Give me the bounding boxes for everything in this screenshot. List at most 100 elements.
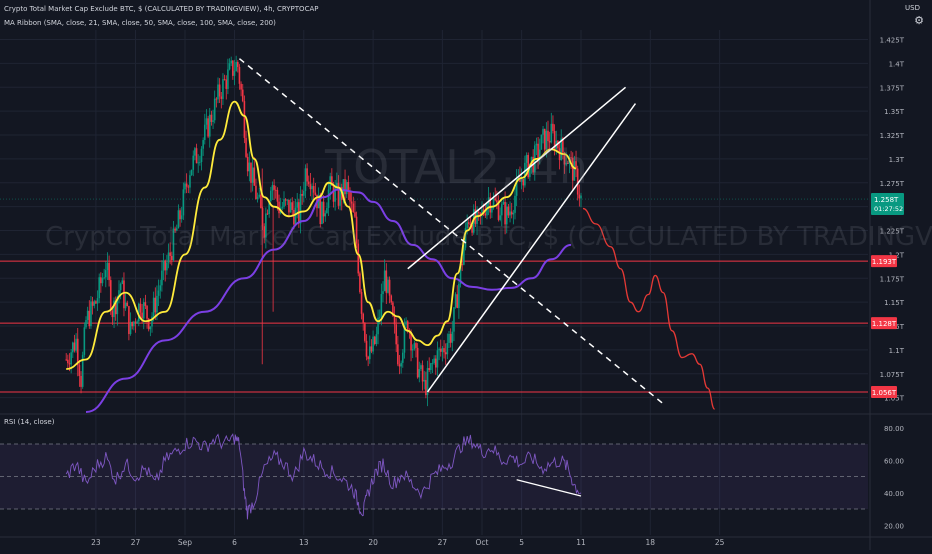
candle-body [425,380,427,396]
candle-body [418,369,421,378]
candle-body [436,350,439,368]
candle-body [278,201,280,214]
rsi-divergence-line [516,479,582,497]
price-label-countdown: 01:27:52 [874,205,903,213]
candle-body [210,114,213,122]
candle-body [218,84,221,97]
candle-body [116,296,119,315]
candle-body [421,365,424,382]
candle-body [413,343,416,349]
candle-body [449,333,452,343]
candle-body [223,79,226,81]
level-label-bg [871,385,897,398]
candle-body [456,294,459,308]
y-tick-label: 1.15T [884,299,905,307]
indicator-legend[interactable]: MA Ribbon (SMA, close, 21, SMA, close, 5… [4,19,276,27]
candle-body [294,207,297,225]
candle-body [416,347,419,378]
candle-body [157,290,160,296]
candle-body [139,303,142,313]
candle-body [251,167,254,183]
candle-body [550,123,553,143]
candle-body [276,190,279,202]
y-tick-label: 1.175T [880,275,905,283]
y-tick-label: 1.325T [880,132,905,140]
price-label-value: 1.258T [874,196,899,204]
candle-body [309,184,312,190]
candle-body [86,310,89,321]
candle-body [205,118,208,125]
candle-body [321,201,323,225]
candle-body [303,190,305,196]
gear-icon[interactable]: ⚙ [914,14,924,27]
candle-body [570,157,572,159]
y-tick-label: 1.275T [880,180,905,188]
candle-body [466,222,468,229]
candle-body [281,206,284,208]
candle-body [571,157,574,181]
candle-body [336,182,338,187]
candle-body [215,98,218,100]
candle-body [433,358,435,364]
candle-body [337,182,340,206]
x-tick-label: 18 [646,538,656,547]
candle-body [227,69,229,89]
candle-body [194,148,196,156]
candle-body [530,156,533,164]
candle-body [501,204,503,216]
candle-body [364,322,366,341]
candle-body [291,202,294,210]
candle-body [492,198,495,208]
candle-body [538,149,541,158]
candle-body [443,348,445,353]
candle-body [367,356,369,360]
candle-body [525,155,528,163]
candle-body [250,162,252,183]
candle-body [484,213,487,216]
candle-body [567,163,569,164]
candle-body [185,183,188,187]
candle-body [78,365,81,376]
candle-body [268,201,270,215]
candle-body [469,223,472,225]
candle-body [360,292,363,314]
candle-body [73,342,76,351]
candle-body [101,278,104,284]
candle-body [402,352,404,363]
candle-body [576,168,579,195]
projection-path [582,207,716,410]
candle-body [355,216,358,244]
candle-body [65,359,67,361]
candle-body [253,167,256,186]
y-tick-label: 1.375T [880,84,905,92]
candle-body [439,348,442,352]
chart-title: Crypto Total Market Cap Exclude BTC, $ (… [4,5,319,13]
candle-body [411,348,414,351]
y-tick-label: 1.05T [884,395,905,403]
candle-body [403,324,406,353]
candle-body [255,185,257,200]
y-tick-label: 1.3T [889,156,905,164]
x-tick-label: Oct [476,538,489,547]
candle-body [398,364,401,367]
candle-body [350,201,353,204]
candle-body [453,307,455,332]
candle-body [562,138,564,153]
candle-body [129,321,132,335]
candle-body [189,175,191,188]
candle-body [312,186,315,193]
candle-body [179,210,181,220]
candle-body [441,348,444,352]
candle-body [552,123,554,131]
candle-body [385,270,388,293]
candle-body [258,194,261,197]
candle-body [195,148,198,164]
candle-body [514,195,516,213]
rsi-legend[interactable]: RSI (14, close) [4,418,55,426]
candle-body [199,161,201,163]
candle-body [151,316,153,327]
candle-body [138,303,140,322]
candle-body [489,197,492,213]
candle-body [345,182,348,195]
